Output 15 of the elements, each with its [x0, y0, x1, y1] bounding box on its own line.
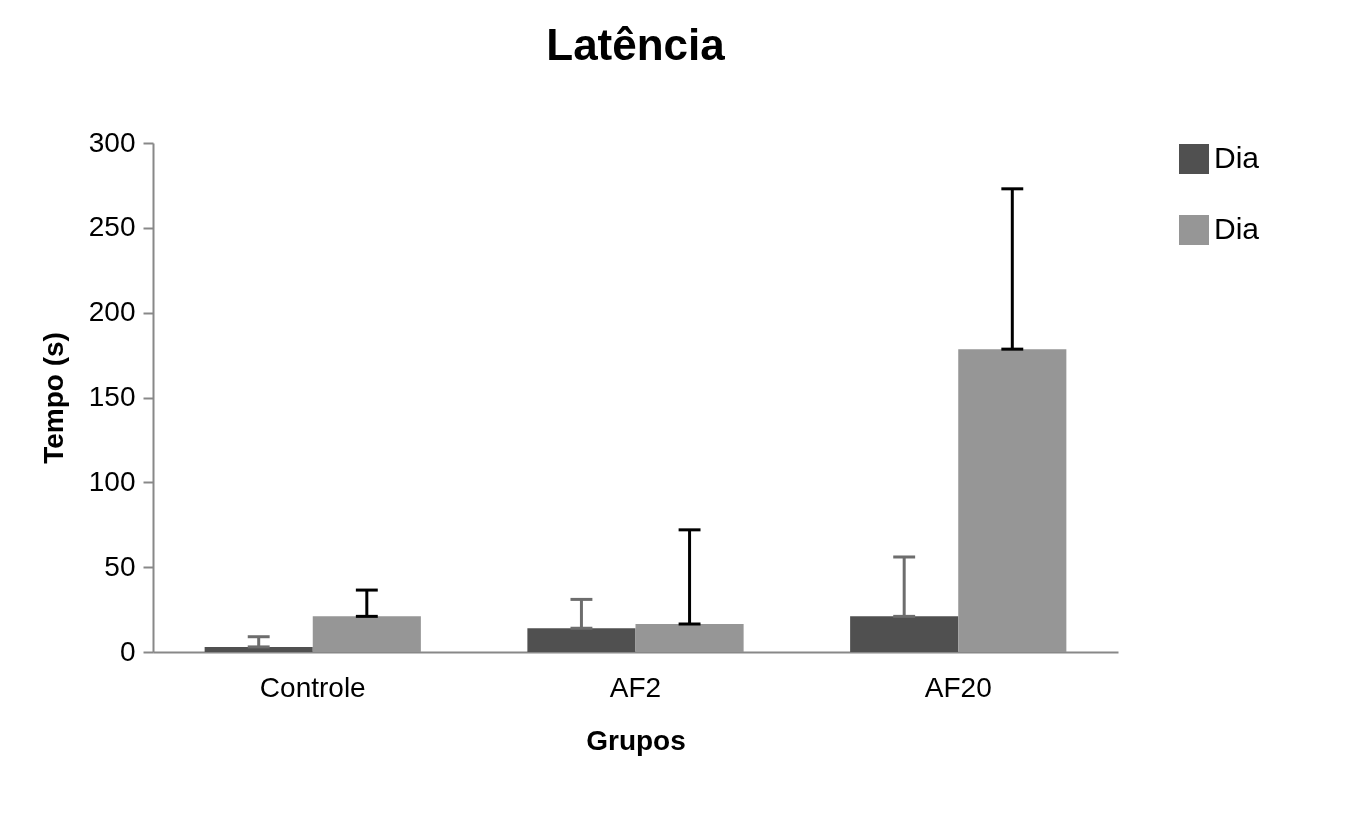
chart-title: Latência — [546, 20, 726, 69]
y-tick-label: 150 — [88, 381, 136, 412]
y-tick-label: 0 — [119, 635, 136, 667]
legend-label: Dia — [1214, 141, 1260, 174]
y-axis-title: Tempo (s) — [37, 332, 69, 464]
y-tick-label: 250 — [88, 211, 136, 243]
x-axis-title: Grupos — [586, 724, 686, 756]
y-tick-label: 50 — [104, 550, 136, 582]
y-tick-label: 200 — [88, 296, 136, 328]
y-tick-label: 100 — [88, 465, 136, 497]
y-tick-label: 300 — [88, 126, 136, 158]
legend-label: Dia — [1214, 212, 1260, 245]
x-tick-label: AF20 — [924, 671, 992, 703]
x-tick-label: Controle — [259, 671, 366, 703]
x-tick-label: AF2 — [609, 671, 662, 703]
